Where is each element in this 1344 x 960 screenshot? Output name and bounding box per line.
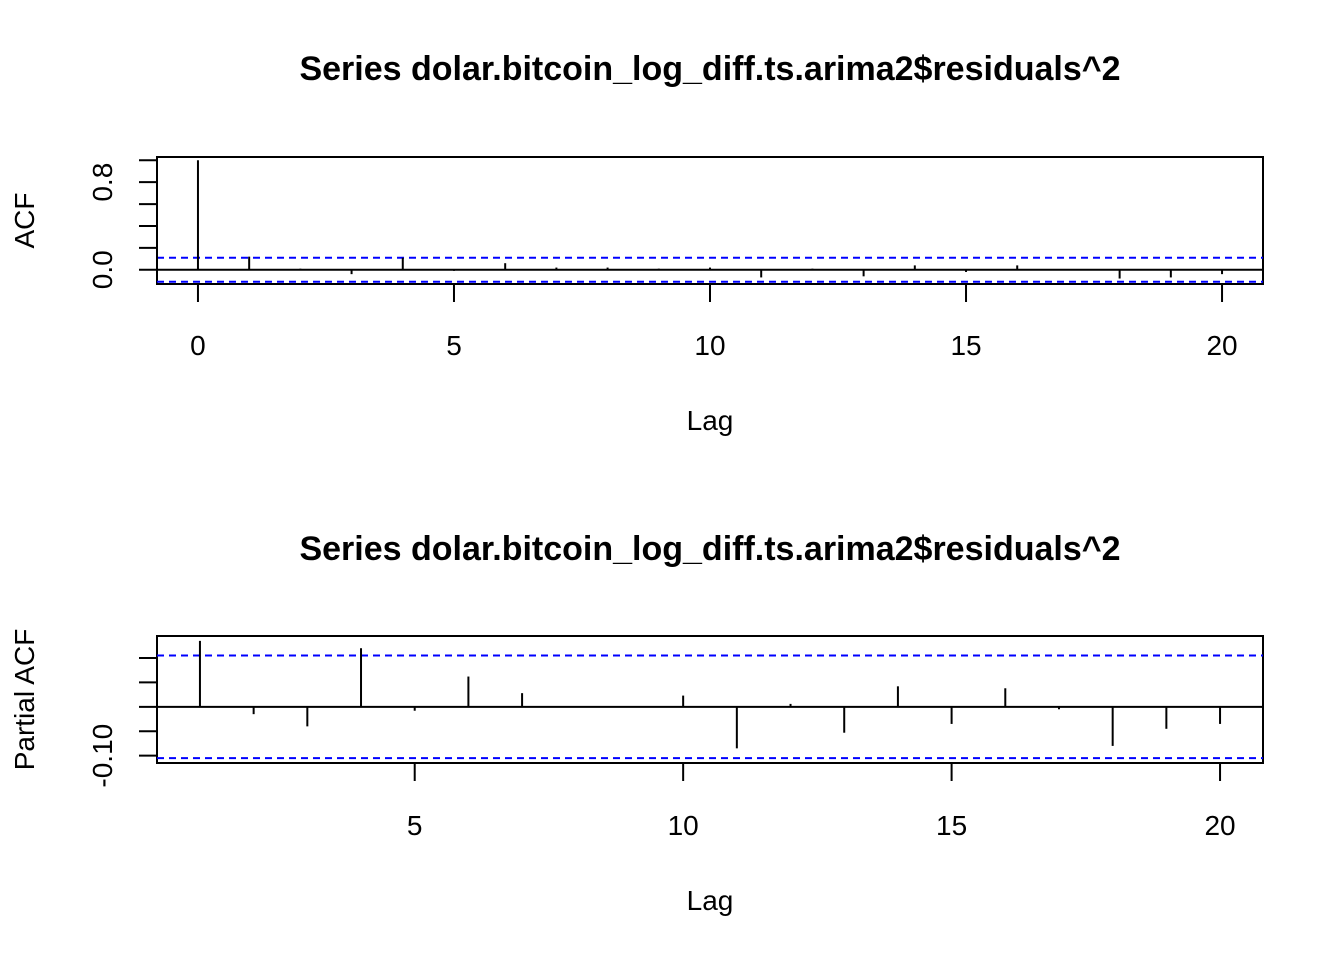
- acf-x-tick-label-15: 15: [950, 330, 981, 361]
- pacf-y-axis-label: Partial ACF: [9, 629, 40, 771]
- acf-x-tick-label-10: 10: [694, 330, 725, 361]
- pacf-chart-title: Series dolar.bitcoin_log_diff.ts.arima2$…: [299, 530, 1120, 568]
- pacf-x-tick-label-5: 5: [407, 810, 423, 841]
- pacf-y-tick-label: -0.10: [87, 724, 118, 788]
- acf-y-axis-label: ACF: [9, 193, 40, 249]
- acf-x-tick-label-5: 5: [446, 330, 462, 361]
- acf-x-tick-label-20: 20: [1206, 330, 1237, 361]
- acf-y-tick-label: 0.0: [87, 250, 118, 289]
- acf-chart-title: Series dolar.bitcoin_log_diff.ts.arima2$…: [299, 50, 1120, 88]
- acf-y-tick-label: 0.8: [87, 163, 118, 202]
- pacf-x-axis-label: Lag: [687, 885, 734, 916]
- pacf-panel: Series dolar.bitcoin_log_diff.ts.arima2$…: [9, 530, 1264, 916]
- acf-x-tick-label-0: 0: [190, 330, 206, 361]
- acf-panel: Series dolar.bitcoin_log_diff.ts.arima2$…: [9, 50, 1264, 436]
- acf-x-axis-label: Lag: [687, 405, 734, 436]
- acf-plot-frame: [156, 156, 1264, 285]
- pacf-x-tick-label-20: 20: [1204, 810, 1235, 841]
- pacf-x-tick-label-15: 15: [936, 810, 967, 841]
- pacf-x-tick-label-10: 10: [668, 810, 699, 841]
